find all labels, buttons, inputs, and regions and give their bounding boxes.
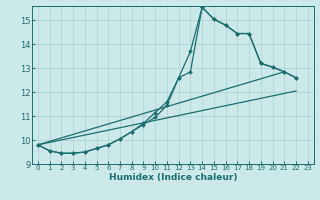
X-axis label: Humidex (Indice chaleur): Humidex (Indice chaleur) <box>108 173 237 182</box>
